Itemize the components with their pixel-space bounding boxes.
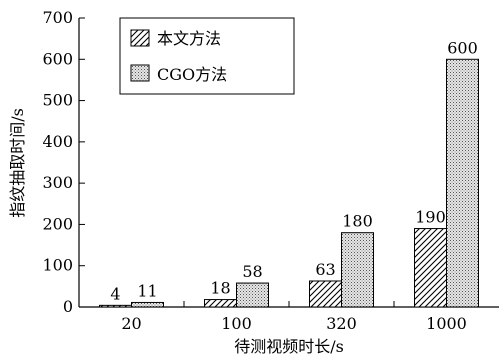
x-tick-label-2: 320 [326, 314, 357, 333]
data-label-series-1-20: 4 [110, 284, 120, 303]
bar-series-1-20 [99, 304, 132, 308]
y-tick-label-3: 300 [42, 173, 73, 192]
data-label-series-2-320: 180 [342, 212, 373, 231]
data-label-series-2-20: 11 [137, 281, 157, 300]
y-axis-title: 指纹抽取时间/s [8, 108, 27, 218]
y-tick-label-5: 500 [42, 91, 73, 110]
legend-swatch-series-2 [130, 64, 150, 82]
data-label-series-2-1000: 600 [447, 38, 478, 57]
legend-label-series-1: 本文方法 [157, 29, 221, 48]
data-label-series-1-1000: 190 [415, 208, 446, 227]
x-tick-label-3: 1000 [426, 314, 467, 333]
bar-series-1-100 [204, 299, 237, 308]
bar-series-2-1000 [446, 58, 479, 308]
bar-series-2-320 [341, 232, 374, 308]
bar-series-1-320 [309, 280, 342, 308]
y-tick-label-4: 400 [42, 132, 73, 151]
data-label-series-2-100: 58 [242, 262, 262, 281]
legend: 本文方法 CGO方法 [119, 17, 295, 95]
legend-swatch-series-1 [130, 29, 150, 47]
x-tick-label-0: 20 [121, 314, 141, 333]
legend-label-series-2: CGO方法 [157, 65, 227, 84]
y-tick-label-2: 200 [42, 214, 73, 233]
bar-series-2-100 [236, 282, 269, 308]
bar-series-2-20 [131, 301, 164, 308]
y-tick-label-7: 700 [42, 8, 73, 27]
data-label-series-1-320: 63 [315, 260, 335, 279]
data-label-series-1-100: 18 [210, 279, 230, 298]
x-tick-label-1: 100 [221, 314, 252, 333]
x-axis-title: 待测视频时长/s [234, 337, 344, 356]
bar-series-1-1000 [414, 228, 447, 308]
y-tick-label-0: 0 [63, 297, 73, 316]
y-tick-label-6: 600 [42, 49, 73, 68]
y-tick-label-1: 100 [42, 256, 73, 275]
